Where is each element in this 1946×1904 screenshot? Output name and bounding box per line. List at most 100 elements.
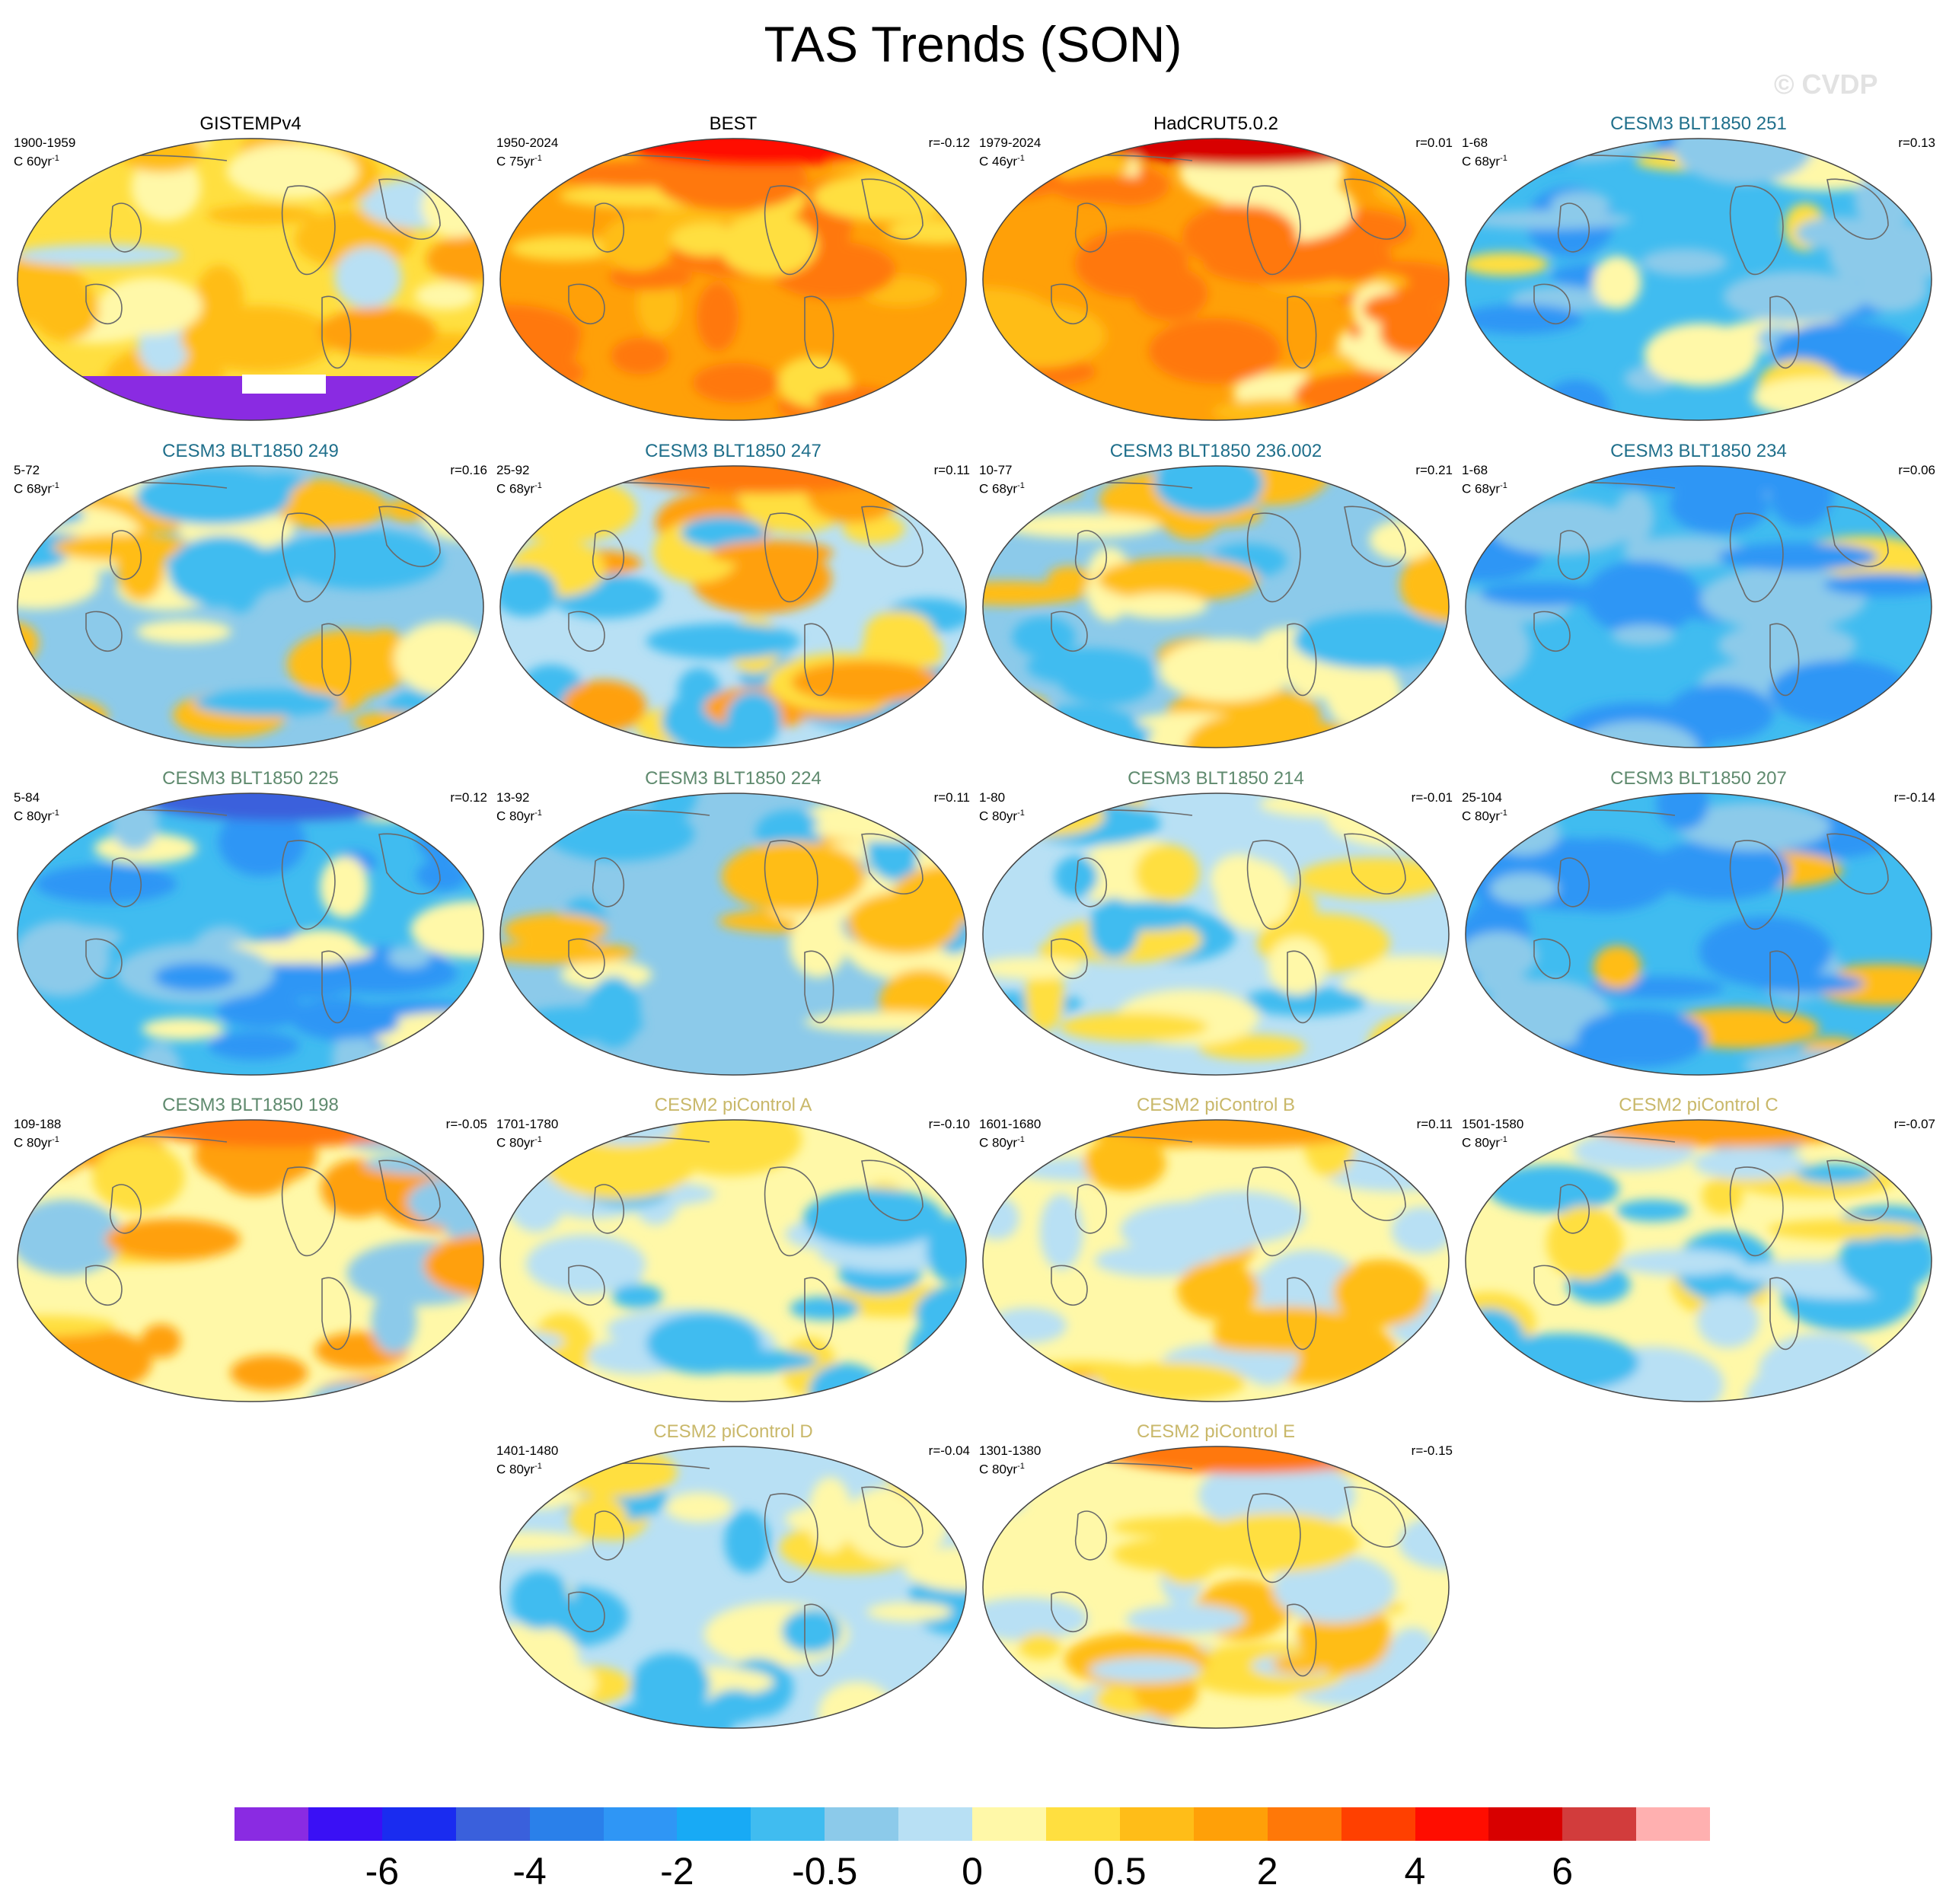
panel-correlation: r=-0.14 xyxy=(1893,790,1935,805)
map-panel: CESM2 piControl B 1601-1680 C 80yr-1 r=0.11 xyxy=(979,1094,1453,1408)
colorbar-swatch xyxy=(1488,1807,1563,1841)
colorbar-tick-label: -4 xyxy=(512,1850,547,1893)
panel-units: C 80yr-1 xyxy=(979,1135,1025,1150)
panel-title: CESM2 piControl D xyxy=(653,1421,813,1442)
map-panel: CESM3 BLT1850 224 13-92 C 80yr-1 r=0.11 xyxy=(496,767,970,1081)
panel-period: 1979-2024 xyxy=(979,136,1042,150)
panel-title: CESM3 BLT1850 224 xyxy=(645,768,821,789)
panel-correlation: r=-0.07 xyxy=(1893,1117,1935,1131)
map-panel: BEST 1950-2024 C 75yr-1 r=-0.12 xyxy=(496,113,970,426)
panel-title: CESM2 piControl C xyxy=(1619,1095,1779,1115)
trend-map xyxy=(17,793,484,1076)
panel-correlation: r=-0.10 xyxy=(928,1117,970,1131)
trend-map xyxy=(1465,793,1932,1076)
trend-map xyxy=(17,138,484,421)
map-panel: CESM3 BLT1850 249 5-72 C 68yr-1 r=0.16 xyxy=(14,440,487,754)
colorbar-tick-label: -6 xyxy=(365,1850,400,1893)
panel-period: 1701-1780 xyxy=(496,1117,559,1131)
panel-units: C 80yr-1 xyxy=(1462,1135,1507,1150)
colorbar-swatch xyxy=(1562,1807,1637,1841)
panel-period: 109-188 xyxy=(14,1117,62,1131)
panel-period: 1-80 xyxy=(979,790,1006,805)
colorbar-tick-label: 6 xyxy=(1552,1850,1574,1893)
colorbar-swatch xyxy=(1119,1807,1194,1841)
panel-title: CESM3 BLT1850 214 xyxy=(1128,768,1304,789)
panel-units: C 80yr-1 xyxy=(1462,808,1507,824)
map-panel: HadCRUT5.0.2 1979-2024 C 46yr-1 r=0.01 xyxy=(979,113,1453,426)
colorbar-swatch xyxy=(972,1807,1046,1841)
panel-period: 1-68 xyxy=(1462,463,1488,477)
colorbar-swatch xyxy=(381,1807,456,1841)
panel-period: 25-104 xyxy=(1462,790,1502,805)
map-panel: CESM3 BLT1850 214 1-80 C 80yr-1 r=-0.01 xyxy=(979,767,1453,1081)
trend-map xyxy=(499,1446,967,1729)
panel-period: 13-92 xyxy=(496,790,530,805)
cvdp-watermark: © CVDP xyxy=(1774,69,1878,100)
figure-title: TAS Trends (SON) xyxy=(764,16,1182,72)
panel-correlation: r=-0.12 xyxy=(928,136,970,150)
map-panel: CESM2 piControl A 1701-1780 C 80yr-1 r=-0.1… xyxy=(496,1094,970,1408)
colorbar-tick-label: 4 xyxy=(1404,1850,1426,1893)
panel-title: CESM3 BLT1850 207 xyxy=(1610,768,1787,789)
colorbar-tick-label: 2 xyxy=(1256,1850,1278,1893)
panel-units: C 80yr-1 xyxy=(979,808,1025,824)
panel-period: 10-77 xyxy=(979,463,1013,477)
panel-period: 1501-1580 xyxy=(1462,1117,1524,1131)
map-panel: CESM3 BLT1850 236.002 10-77 C 68yr-1 r=0.21 xyxy=(979,440,1453,754)
panel-units: C 68yr-1 xyxy=(1462,154,1507,169)
map-panel: CESM3 BLT1850 247 25-92 C 68yr-1 r=0.11 xyxy=(496,440,970,754)
trend-map xyxy=(982,793,1450,1076)
colorbar-swatch xyxy=(455,1807,530,1841)
trend-map xyxy=(1465,465,1932,748)
panel-correlation: r=-0.15 xyxy=(1411,1443,1453,1458)
colorbar-tick-label: 0 xyxy=(962,1850,983,1893)
panel-title: GISTEMPv4 xyxy=(199,113,301,134)
panel-correlation: r=-0.05 xyxy=(445,1117,487,1131)
panel-title: HadCRUT5.0.2 xyxy=(1153,113,1279,134)
panel-units: C 80yr-1 xyxy=(14,808,59,824)
colorbar-tick-label: -2 xyxy=(660,1850,694,1893)
colorbar-swatch xyxy=(308,1807,382,1841)
map-panel: CESM3 BLT1850 234 1-68 C 68yr-1 r=0.06 xyxy=(1462,440,1935,754)
map-panel: CESM2 piControl C 1501-1580 C 80yr-1 r=-0.0… xyxy=(1462,1094,1935,1408)
trend-map xyxy=(17,465,484,748)
panel-period: 1301-1380 xyxy=(979,1443,1042,1458)
panel-units: C 75yr-1 xyxy=(496,154,542,169)
map-panel: CESM2 piControl D 1401-1480 C 80yr-1 r=-0.0… xyxy=(496,1421,970,1734)
panel-units: C 80yr-1 xyxy=(496,808,542,824)
colorbar-tick-label: 0.5 xyxy=(1093,1850,1147,1893)
colorbar-swatch xyxy=(603,1807,678,1841)
map-panel: GISTEMPv4 1900-1959 C 60yr-1 xyxy=(14,113,487,426)
panel-title: CESM3 BLT1850 249 xyxy=(162,441,339,461)
map-panel: CESM3 BLT1850 207 25-104 C 80yr-1 r=-0.14 xyxy=(1462,767,1935,1081)
map-panel: CESM3 BLT1850 198 109-188 C 80yr-1 r=-0.05 xyxy=(14,1094,487,1408)
panel-units: C 68yr-1 xyxy=(979,481,1025,496)
panel-correlation: r=0.12 xyxy=(450,790,487,805)
trend-map xyxy=(499,1119,967,1402)
panel-units: C 46yr-1 xyxy=(979,154,1025,169)
panel-title: CESM2 piControl A xyxy=(654,1095,812,1115)
map-panel: CESM3 BLT1850 225 5-84 C 80yr-1 r=0.12 xyxy=(14,767,487,1081)
colorbar-swatch xyxy=(825,1807,899,1841)
trend-map xyxy=(1465,138,1932,421)
colorbar-swatch xyxy=(1341,1807,1415,1841)
panel-units: C 68yr-1 xyxy=(1462,481,1507,496)
panel-correlation: r=0.16 xyxy=(450,463,487,477)
panel-title: CESM2 piControl E xyxy=(1136,1421,1296,1442)
panel-correlation: r=0.11 xyxy=(933,790,970,805)
panel-title: CESM3 BLT1850 234 xyxy=(1610,441,1787,461)
colorbar-swatch xyxy=(1415,1807,1489,1841)
colorbar-swatch xyxy=(898,1807,973,1841)
colorbar-swatch xyxy=(529,1807,604,1841)
panel-title: BEST xyxy=(709,113,758,134)
colorbar-labels: -6 -4 -2 -0.5 0 0.5 2 4 6 xyxy=(0,1848,1946,1902)
trend-map xyxy=(1465,1119,1932,1402)
trend-map xyxy=(982,1119,1450,1402)
panel-units: C 80yr-1 xyxy=(14,1135,59,1150)
panel-period: 1950-2024 xyxy=(496,136,559,150)
panel-period: 1900-1959 xyxy=(14,136,76,150)
panel-title: CESM3 BLT1850 225 xyxy=(162,768,339,789)
panel-units: C 68yr-1 xyxy=(496,481,542,496)
panel-correlation: r=-0.04 xyxy=(928,1443,970,1458)
panel-period: 1401-1480 xyxy=(496,1443,559,1458)
